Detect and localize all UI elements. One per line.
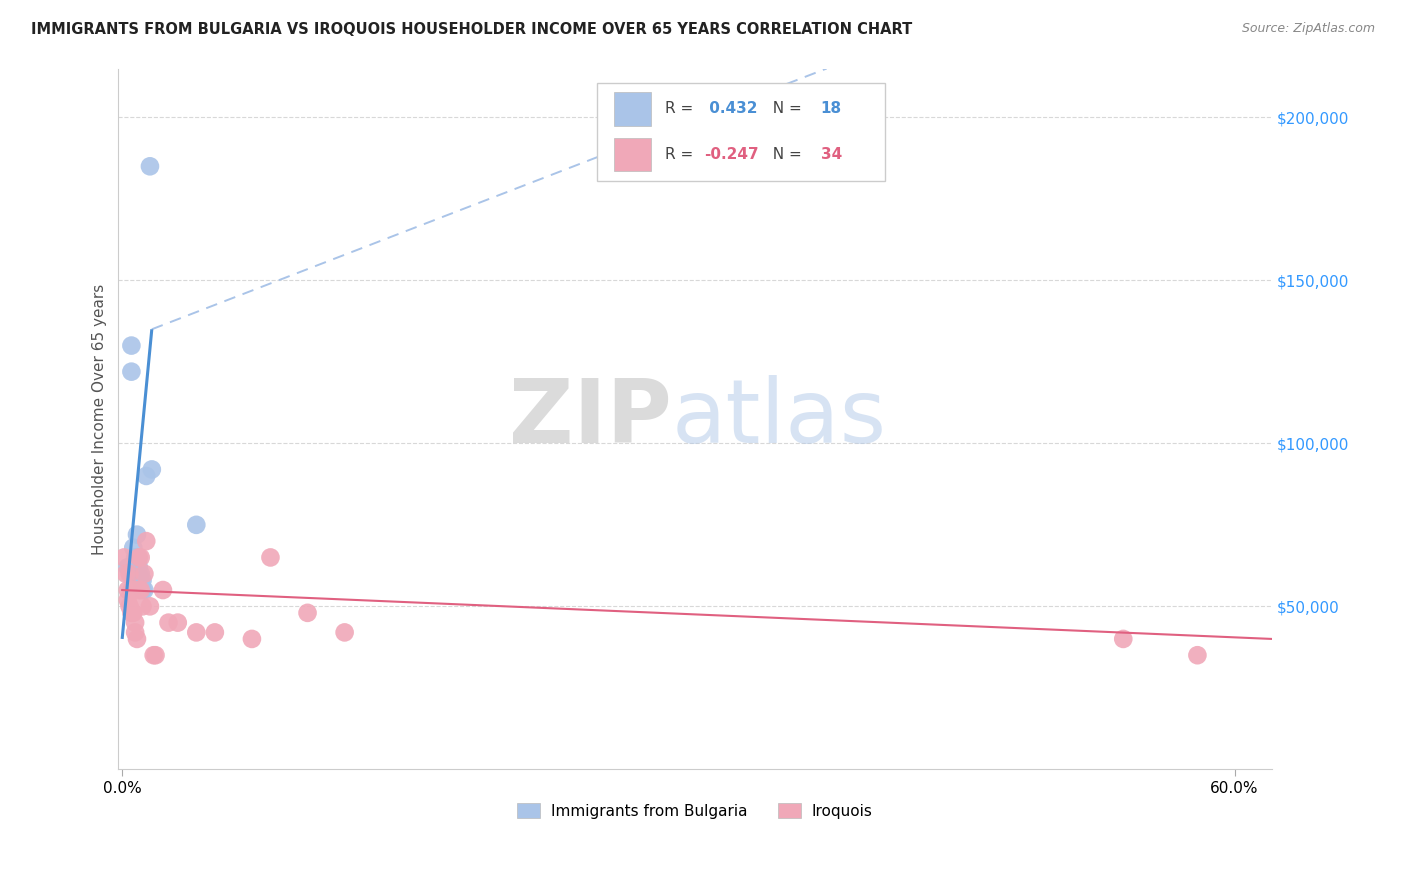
FancyBboxPatch shape (598, 83, 886, 181)
Y-axis label: Householder Income Over 65 years: Householder Income Over 65 years (93, 284, 107, 555)
Point (128, 560, 150, 574)
Point (157, 615, 180, 630)
Text: N =: N = (763, 102, 807, 116)
Point (139, 599, 162, 614)
Text: IMMIGRANTS FROM BULGARIA VS IROQUOIS HOUSEHOLDER INCOME OVER 65 YEARS CORRELATIO: IMMIGRANTS FROM BULGARIA VS IROQUOIS HOU… (31, 22, 912, 37)
FancyBboxPatch shape (614, 137, 651, 171)
Point (122, 541, 145, 555)
Text: Source: ZipAtlas.com: Source: ZipAtlas.com (1241, 22, 1375, 36)
Text: 34: 34 (821, 147, 842, 161)
Point (142, 648, 165, 663)
Point (124, 550, 146, 565)
Text: R =: R = (665, 102, 699, 116)
Point (134, 582, 156, 597)
Point (129, 550, 152, 565)
Point (124, 625, 146, 640)
Point (131, 582, 153, 597)
Point (128, 566, 150, 581)
Point (120, 365, 142, 379)
Point (204, 625, 226, 640)
Point (152, 582, 174, 597)
Point (145, 648, 167, 663)
Text: -0.247: -0.247 (704, 147, 759, 161)
Point (1112, 632, 1135, 646)
Text: 0.432: 0.432 (704, 102, 758, 116)
Point (134, 566, 156, 581)
Point (112, 550, 135, 565)
Point (117, 560, 139, 574)
Point (118, 599, 141, 614)
Point (333, 625, 356, 640)
Point (122, 582, 145, 597)
Text: R =: R = (665, 147, 699, 161)
Text: N =: N = (763, 147, 807, 161)
Point (115, 566, 138, 581)
Point (240, 632, 263, 646)
FancyBboxPatch shape (614, 92, 651, 126)
Text: atlas: atlas (672, 376, 887, 462)
Point (139, 159, 162, 173)
Point (122, 606, 145, 620)
Point (118, 566, 141, 581)
Point (259, 550, 281, 565)
Point (125, 550, 148, 565)
Point (120, 606, 142, 620)
Point (129, 566, 152, 581)
Point (135, 534, 157, 549)
Legend: Immigrants from Bulgaria, Iroquois: Immigrants from Bulgaria, Iroquois (512, 797, 879, 825)
Point (125, 632, 148, 646)
Point (1187, 648, 1209, 663)
Point (186, 517, 208, 532)
Point (166, 615, 188, 630)
Point (186, 625, 208, 640)
Point (120, 338, 142, 352)
Point (129, 574, 152, 588)
Point (128, 582, 150, 597)
Point (124, 615, 146, 630)
Point (135, 469, 157, 483)
Text: ZIP: ZIP (509, 376, 672, 462)
Point (297, 606, 319, 620)
Point (120, 582, 142, 597)
Point (125, 527, 148, 541)
Point (131, 574, 153, 588)
Text: 18: 18 (821, 102, 842, 116)
Point (141, 462, 163, 476)
Point (131, 599, 153, 614)
Point (117, 592, 139, 607)
Point (129, 582, 152, 597)
Point (128, 550, 150, 565)
Point (117, 582, 139, 597)
